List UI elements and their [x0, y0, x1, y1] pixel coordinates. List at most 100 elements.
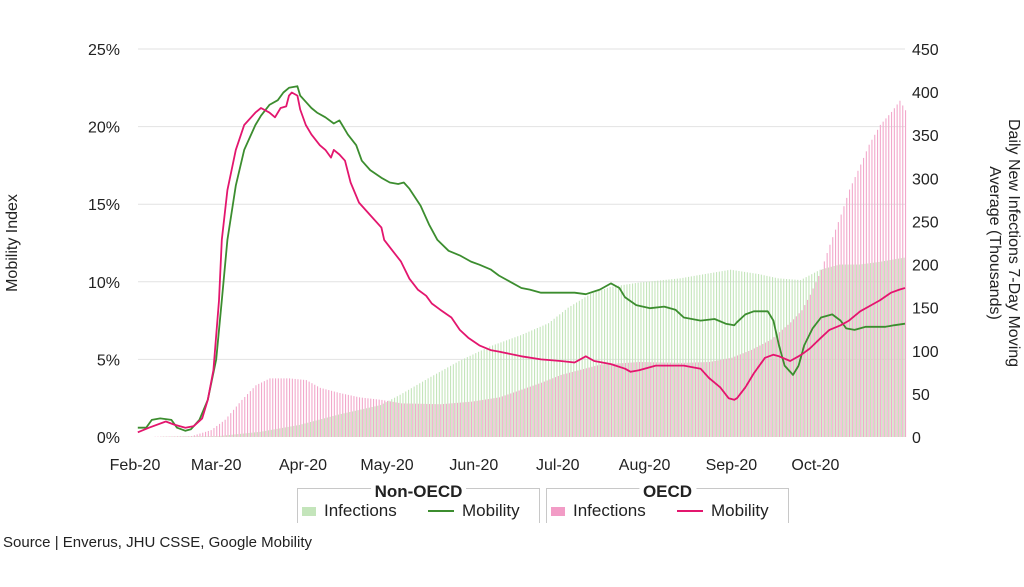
infection-bar-non-oecd	[354, 410, 356, 437]
infection-bar-non-oecd	[774, 277, 776, 437]
infection-bar-oecd	[378, 399, 380, 437]
infection-bar-non-oecd	[374, 406, 376, 437]
infection-bar-oecd	[532, 385, 534, 437]
infection-bar-oecd	[560, 374, 562, 437]
infection-bar-non-oecd	[268, 430, 270, 437]
infection-bar-oecd	[885, 118, 887, 438]
infection-bar-non-oecd	[528, 331, 530, 437]
infection-bar-non-oecd	[847, 264, 849, 437]
infection-bar-non-oecd	[760, 274, 762, 437]
infection-bar-oecd	[459, 402, 461, 437]
infection-bar-oecd	[706, 362, 708, 437]
infection-bar-oecd	[244, 396, 246, 437]
x-tick-label: Jun-20	[449, 457, 498, 474]
infection-bar-non-oecd	[836, 265, 838, 437]
infection-bar-non-oecd	[685, 277, 687, 437]
infection-bar-non-oecd	[634, 283, 636, 437]
infection-bar-oecd	[457, 402, 459, 437]
infection-bar-oecd	[611, 363, 613, 437]
infection-bar-oecd	[350, 395, 352, 437]
infection-bar-non-oecd	[234, 434, 236, 437]
infection-bar-oecd	[289, 378, 291, 437]
infection-bar-non-oecd	[671, 279, 673, 437]
infection-bar-non-oecd	[858, 264, 860, 437]
infection-bar-oecd	[555, 377, 557, 437]
infection-bar-non-oecd	[324, 418, 326, 437]
infection-bar-non-oecd	[438, 372, 440, 437]
infection-bar-oecd	[367, 398, 369, 437]
infection-bar-oecd	[787, 324, 789, 437]
infection-bar-oecd	[557, 376, 559, 437]
infection-bar-oecd	[205, 431, 207, 437]
infection-bar-oecd	[431, 404, 433, 437]
infection-bar-non-oecd	[903, 257, 905, 437]
infection-bar-non-oecd	[385, 402, 387, 437]
infection-bar-non-oecd	[542, 325, 544, 437]
infection-bar-oecd	[756, 346, 758, 437]
infection-bar-oecd	[588, 367, 590, 437]
infection-bar-oecd	[210, 430, 212, 437]
infection-bar-non-oecd	[444, 368, 446, 437]
infection-bar-non-oecd	[668, 279, 670, 437]
infection-bar-non-oecd	[349, 412, 351, 437]
infection-bar-oecd	[171, 436, 173, 437]
infection-bar-oecd	[633, 362, 635, 437]
infection-bar-oecd	[821, 269, 823, 437]
infection-bar-oecd	[331, 390, 333, 437]
infection-bar-oecd	[608, 364, 610, 437]
infection-bar-oecd	[224, 419, 226, 437]
y2-tick-label: 200	[912, 258, 939, 275]
infection-bar-non-oecd	[254, 432, 256, 437]
infection-bar-oecd	[541, 382, 543, 437]
infection-bar-oecd	[784, 327, 786, 437]
infection-bar-non-oecd	[226, 435, 228, 437]
infection-bar-non-oecd	[702, 274, 704, 437]
infection-bar-non-oecd	[550, 320, 552, 437]
source-note: Source | Enverus, JHU CSSE, Google Mobil…	[3, 534, 313, 551]
infection-bar-oecd	[854, 177, 856, 438]
infection-bar-non-oecd	[377, 405, 379, 437]
infection-bar-non-oecd	[220, 435, 222, 437]
infection-bar-non-oecd	[293, 425, 295, 437]
y2-tick-label: 0	[912, 430, 921, 447]
legend-label: Infections	[324, 501, 397, 520]
infection-bar-non-oecd	[447, 367, 449, 437]
infection-bar-non-oecd	[422, 381, 424, 437]
infection-bar-oecd	[748, 351, 750, 437]
infection-bar-oecd	[468, 401, 470, 437]
infection-bar-non-oecd	[620, 285, 622, 437]
infection-bar-non-oecd	[651, 281, 653, 437]
infection-bar-non-oecd	[262, 431, 264, 437]
infection-bar-oecd	[871, 139, 873, 437]
infection-bar-oecd	[403, 403, 405, 437]
infection-bar-oecd	[717, 360, 719, 437]
infection-bar-non-oecd	[489, 346, 491, 437]
infection-bar-oecd	[857, 170, 859, 438]
infection-bar-non-oecd	[340, 413, 342, 437]
infection-bar-oecd	[823, 261, 825, 437]
infection-bar-non-oecd	[203, 436, 205, 437]
infection-bar-non-oecd	[886, 260, 888, 437]
infection-bar-oecd	[639, 361, 641, 437]
infection-bar-oecd	[261, 382, 263, 437]
infection-bar-non-oecd	[396, 396, 398, 437]
infection-bar-non-oecd	[402, 393, 404, 437]
infection-bar-oecd	[650, 362, 652, 437]
infection-bar-non-oecd	[251, 432, 253, 437]
infection-bar-oecd	[846, 197, 848, 437]
infection-bar-oecd	[899, 100, 901, 437]
infection-bar-non-oecd	[707, 273, 709, 437]
infection-bar-non-oecd	[296, 425, 298, 437]
infection-bar-oecd	[518, 390, 520, 437]
infection-bar-non-oecd	[310, 421, 312, 437]
infection-bar-non-oecd	[662, 280, 664, 437]
infection-bar-non-oecd	[730, 269, 732, 437]
infection-bar-non-oecd	[217, 436, 219, 437]
infection-bar-non-oecd	[270, 429, 272, 437]
infection-bar-oecd	[697, 362, 699, 437]
infection-bar-non-oecd	[819, 269, 821, 437]
infection-bar-non-oecd	[676, 278, 678, 437]
infection-bar-non-oecd	[363, 408, 365, 437]
infection-bar-oecd	[219, 423, 221, 437]
infection-bar-oecd	[602, 364, 604, 437]
